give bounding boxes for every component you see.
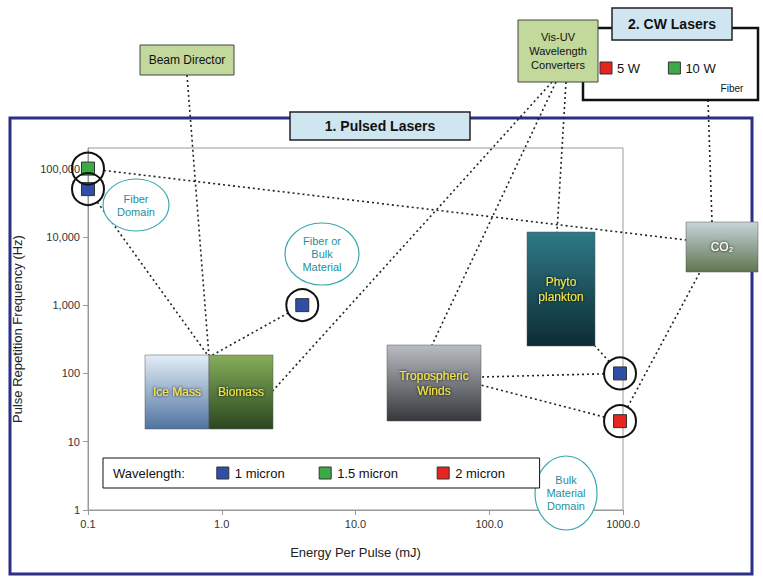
svg-text:100: 100 <box>62 367 80 379</box>
svg-text:10,000: 10,000 <box>46 231 80 243</box>
svg-text:Material: Material <box>302 261 341 273</box>
svg-text:10: 10 <box>68 436 80 448</box>
svg-text:Material: Material <box>546 487 585 499</box>
svg-text:Fiber or: Fiber or <box>303 235 341 247</box>
svg-text:Wavelength: Wavelength <box>529 45 587 57</box>
svg-text:Bulk: Bulk <box>311 248 333 260</box>
svg-text:Fiber: Fiber <box>123 193 148 205</box>
svg-text:Winds: Winds <box>417 384 450 398</box>
svg-text:100.0: 100.0 <box>475 518 503 530</box>
svg-text:1: 1 <box>74 504 80 516</box>
svg-text:Bulk: Bulk <box>555 474 577 486</box>
svg-text:Energy Per Pulse (mJ): Energy Per Pulse (mJ) <box>290 545 421 560</box>
svg-text:0.1: 0.1 <box>80 518 95 530</box>
svg-text:Tropospheric: Tropospheric <box>399 369 469 383</box>
svg-text:Converters: Converters <box>531 59 585 71</box>
svg-text:5 W: 5 W <box>617 61 641 76</box>
svg-text:Beam Director: Beam Director <box>149 53 226 67</box>
svg-text:1.0: 1.0 <box>214 518 229 530</box>
svg-text:Phyto: Phyto <box>546 275 577 289</box>
svg-text:1. Pulsed Lasers: 1. Pulsed Lasers <box>325 118 436 134</box>
svg-text:Fiber: Fiber <box>721 83 744 94</box>
svg-text:plankton: plankton <box>538 290 583 304</box>
svg-text:2. CW Lasers: 2. CW Lasers <box>628 16 716 32</box>
svg-text:Domain: Domain <box>547 500 585 512</box>
svg-text:Wavelength:: Wavelength: <box>113 466 185 481</box>
svg-text:10 W: 10 W <box>685 61 716 76</box>
svg-text:100,000: 100,000 <box>40 163 80 175</box>
svg-text:Ice Mass: Ice Mass <box>153 385 201 399</box>
svg-text:Domain: Domain <box>117 206 155 218</box>
svg-text:Biomass: Biomass <box>218 385 264 399</box>
svg-text:CO₂: CO₂ <box>711 240 734 254</box>
svg-text:Vis-UV: Vis-UV <box>541 31 576 43</box>
svg-text:2 micron: 2 micron <box>455 466 505 481</box>
svg-text:1,000: 1,000 <box>52 299 80 311</box>
svg-text:1000.0: 1000.0 <box>606 518 640 530</box>
svg-text:1 micron: 1 micron <box>235 466 285 481</box>
svg-text:10.0: 10.0 <box>345 518 366 530</box>
svg-text:1.5 micron: 1.5 micron <box>337 466 398 481</box>
svg-text:Pulse Repetition Frequency (Hz: Pulse Repetition Frequency (Hz) <box>10 235 25 423</box>
